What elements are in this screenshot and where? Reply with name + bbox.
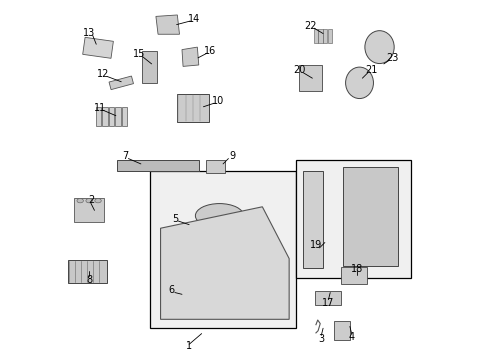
FancyBboxPatch shape	[177, 94, 208, 122]
Text: 10: 10	[211, 96, 224, 106]
Ellipse shape	[345, 67, 373, 99]
Text: 11: 11	[94, 103, 106, 113]
FancyBboxPatch shape	[323, 28, 326, 43]
Text: 3: 3	[318, 334, 324, 344]
Text: 17: 17	[322, 298, 334, 308]
FancyBboxPatch shape	[67, 260, 107, 283]
Polygon shape	[74, 198, 104, 222]
Text: 15: 15	[133, 49, 145, 59]
Bar	[82, 37, 113, 58]
Ellipse shape	[86, 199, 92, 203]
Text: 1: 1	[186, 341, 192, 351]
Text: 4: 4	[348, 332, 354, 342]
Text: 13: 13	[83, 28, 95, 38]
Text: 6: 6	[168, 285, 174, 295]
Text: 2: 2	[87, 195, 94, 204]
FancyBboxPatch shape	[142, 51, 156, 83]
Polygon shape	[156, 15, 179, 34]
Text: 14: 14	[187, 14, 200, 23]
FancyBboxPatch shape	[206, 160, 224, 173]
FancyBboxPatch shape	[315, 291, 340, 305]
FancyBboxPatch shape	[102, 107, 107, 126]
Ellipse shape	[195, 203, 243, 228]
FancyBboxPatch shape	[340, 267, 366, 284]
Bar	[109, 76, 133, 90]
FancyBboxPatch shape	[313, 28, 317, 43]
Text: 22: 22	[304, 21, 316, 31]
FancyBboxPatch shape	[96, 107, 101, 126]
Text: 12: 12	[97, 69, 109, 79]
Polygon shape	[182, 47, 198, 66]
Ellipse shape	[95, 199, 101, 203]
FancyBboxPatch shape	[122, 107, 127, 126]
FancyBboxPatch shape	[333, 321, 349, 340]
FancyBboxPatch shape	[166, 289, 224, 304]
Text: 21: 21	[365, 65, 377, 75]
Bar	[296, 160, 410, 278]
Text: 7: 7	[122, 151, 128, 161]
Text: 20: 20	[293, 65, 305, 75]
FancyBboxPatch shape	[117, 160, 198, 171]
FancyBboxPatch shape	[298, 64, 321, 91]
Text: 23: 23	[386, 53, 398, 63]
Text: 18: 18	[350, 264, 363, 274]
Text: 16: 16	[204, 46, 216, 56]
Polygon shape	[342, 167, 397, 266]
Text: 8: 8	[86, 275, 92, 285]
FancyBboxPatch shape	[108, 107, 114, 126]
Bar	[149, 171, 296, 328]
FancyBboxPatch shape	[327, 28, 331, 43]
Text: 9: 9	[228, 151, 235, 161]
FancyBboxPatch shape	[115, 107, 121, 126]
Polygon shape	[303, 171, 323, 267]
Ellipse shape	[364, 31, 393, 64]
Ellipse shape	[77, 199, 83, 203]
Text: 5: 5	[171, 213, 178, 224]
Polygon shape	[160, 207, 288, 319]
FancyBboxPatch shape	[318, 28, 322, 43]
Text: 19: 19	[309, 240, 322, 250]
